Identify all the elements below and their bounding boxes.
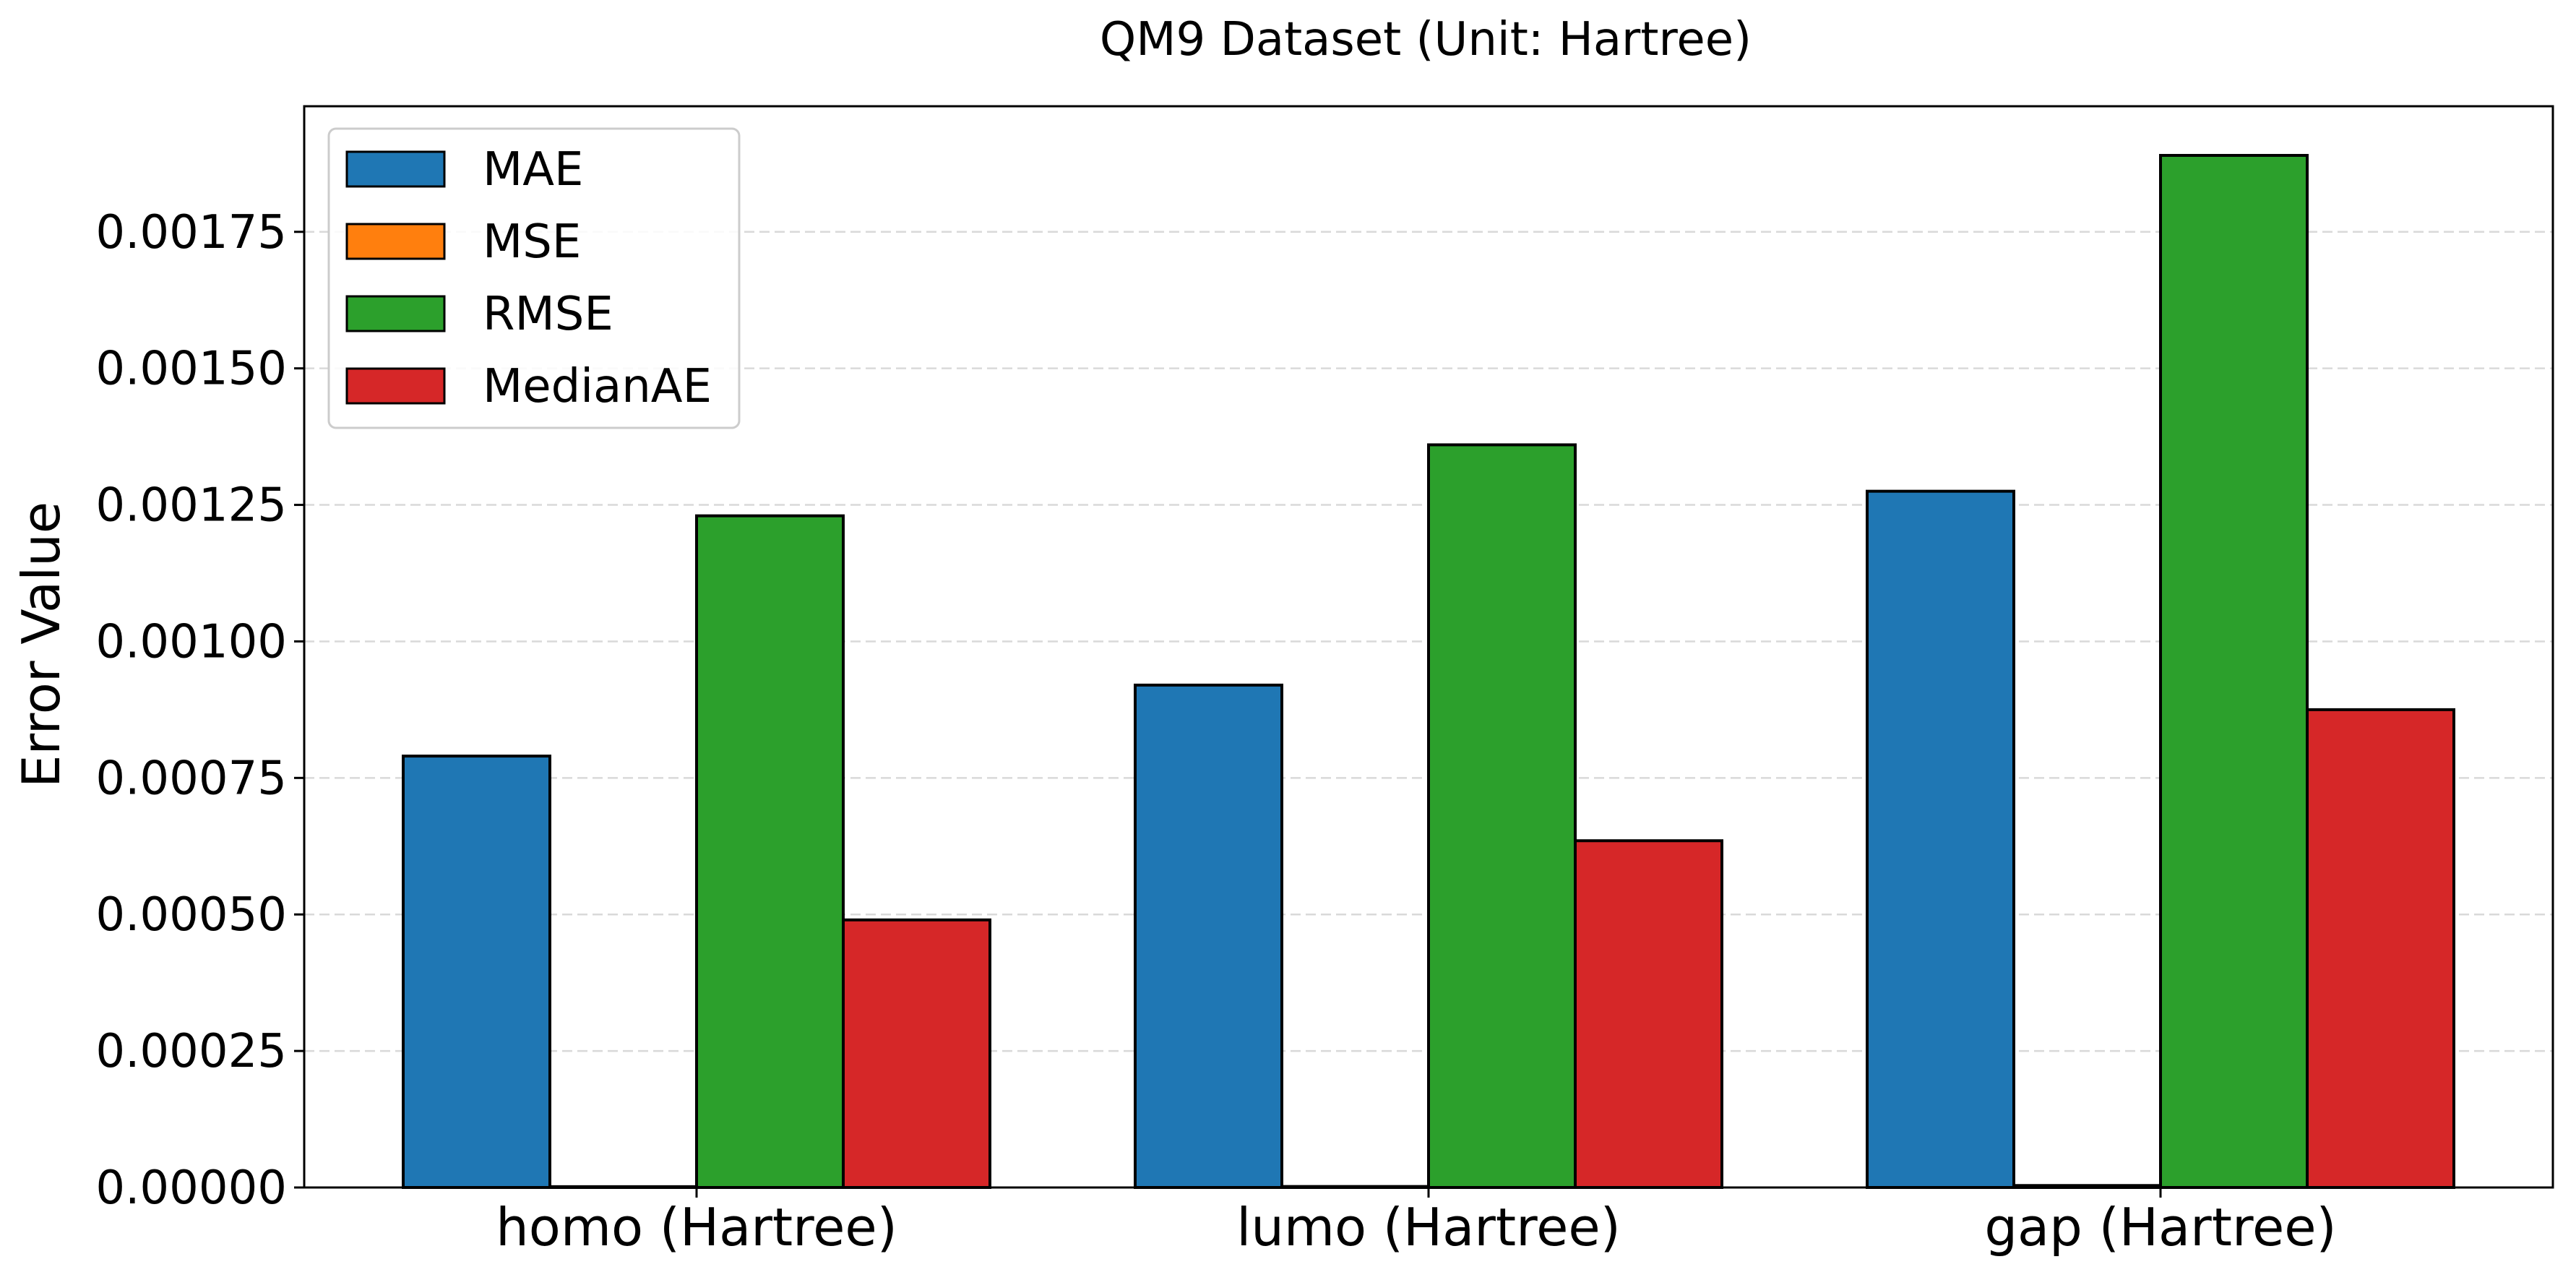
legend-swatch-mae	[345, 150, 446, 188]
y-tick-label: 0.00150	[95, 343, 287, 396]
legend-label-mae: MAE	[483, 143, 583, 197]
legend-label-medianae: MedianAE	[483, 360, 712, 413]
bar-rmse	[1427, 443, 1577, 1189]
y-ticks: 0.00000 0.00025 0.00050 0.00075 0.00100 0.001…	[95, 206, 304, 1215]
plot-area	[303, 105, 2554, 1189]
legend: MAE MSE RMSE MedianAE	[327, 127, 741, 429]
y-tick-label: 0.00000	[95, 1161, 287, 1215]
bar-mae	[402, 755, 551, 1189]
y-tick-label: 0.00050	[95, 888, 287, 942]
bar-mae	[1866, 489, 2015, 1189]
bar-medianae	[842, 918, 991, 1190]
x-tick-label: lumo (Hartree)	[1236, 1197, 1621, 1258]
x-tick-label: homo (Hartree)	[496, 1197, 897, 1258]
bars	[402, 154, 2455, 1190]
chart-title: QM9 Dataset (Unit: Hartree)	[1100, 13, 1752, 66]
y-tick-label: 0.00025	[95, 1025, 287, 1078]
bar-medianae	[1574, 839, 1723, 1189]
y-tick-label: 0.00175	[95, 206, 287, 259]
legend-box	[327, 127, 741, 429]
legend-swatch-medianae	[345, 367, 446, 405]
y-tick-label: 0.00100	[95, 615, 287, 669]
legend-label-mse: MSE	[483, 215, 581, 269]
y-tick-label: 0.00075	[95, 752, 287, 805]
x-ticks: homo (Hartree) lumo (Hartree) gap (Hartree…	[496, 1187, 2337, 1258]
y-axis-label: Error Value	[11, 502, 72, 788]
bar-medianae	[2306, 708, 2455, 1189]
x-tick-label: gap (Hartree)	[1984, 1197, 2336, 1258]
bar-rmse	[695, 514, 845, 1189]
bar-rmse	[2159, 154, 2309, 1189]
y-tick-label: 0.00125	[95, 479, 287, 533]
bar-mae	[1134, 683, 1283, 1189]
legend-swatch-rmse	[345, 295, 446, 332]
legend-swatch-mse	[345, 223, 446, 260]
legend-label-rmse: RMSE	[483, 288, 613, 341]
